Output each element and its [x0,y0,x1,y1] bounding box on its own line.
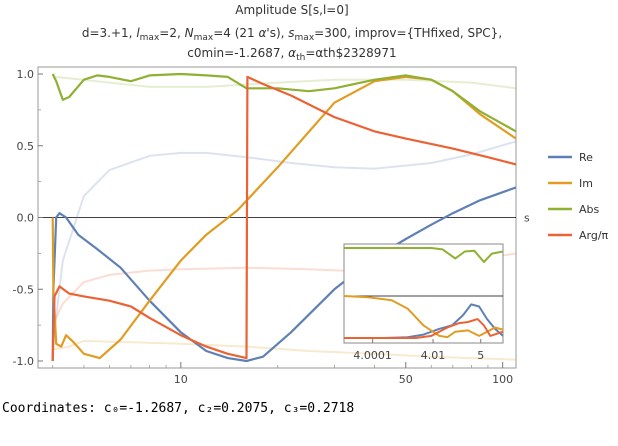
legend-item-arg: Arg/π [548,229,609,242]
inset-plot: 4.0001 4.01 5 [343,243,504,362]
inset-x-tick-label: 5 [477,349,484,362]
legend-item-abs: Abs [548,203,600,216]
series-line-abs [51,72,516,133]
legend-label-abs: Abs [579,203,600,216]
y-tick-label: -1.0 [13,355,34,368]
x-tick-label: 50 [399,373,413,386]
y-tick-label: 0.5 [17,140,35,153]
inset-x-tick-label: 4.01 [421,349,446,362]
x-axis-label: s [524,212,530,225]
coordinates-readout: Coordinates: c₀=-1.2687, c₂=0.2075, c₃=0… [2,401,355,416]
chart-title: Amplitude S[s,l=0] [235,3,348,17]
faded-series-line-re [51,140,516,347]
legend-label-re: Re [579,151,593,164]
inset-series-line-arg [344,318,503,339]
legend-item-im: Im [548,177,593,190]
inset-x-tick-label: 4.0001 [353,349,392,362]
legend-label-im: Im [579,177,593,190]
legend-label-arg: Arg/π [579,229,609,242]
x-tick-label: 100 [492,373,513,386]
chart-subtitle-line-1: d=3.+1, lmax=2, Nmax=4 (21 α's), smax=30… [82,26,502,43]
series-line-arg [51,75,516,362]
y-tick-label: -0.5 [13,283,34,296]
inset-frame [343,243,504,344]
legend-item-re: Re [548,151,593,164]
x-tick-label: 10 [174,373,188,386]
faded-series-line-im [52,339,516,361]
inset-series-line-abs [344,247,503,263]
chart-subtitle-line-2: c0min=-1.2687, αth=αth$2328971 [187,46,396,63]
series-line-re [51,186,516,363]
legend: Re Im Abs Arg/π [548,151,609,242]
y-tick-label: 1.0 [17,68,35,81]
y-tick-label: 0.0 [17,212,35,225]
